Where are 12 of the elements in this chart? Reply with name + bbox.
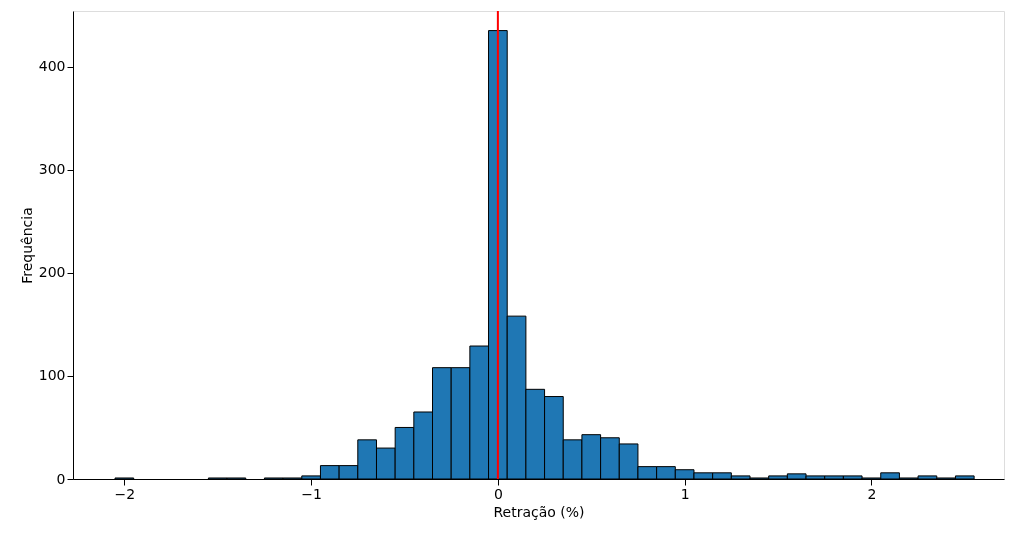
y-axis-title: Frequência [18, 207, 35, 284]
x-tick-label: −1 [301, 485, 322, 502]
x-axis-title: Retração (%) [493, 503, 585, 520]
y-tick-label: 200 [38, 264, 66, 281]
x-tick-label: 2 [867, 485, 877, 502]
x-tick-label: 0 [493, 485, 503, 502]
x-tick-label: 1 [680, 485, 690, 502]
x-tick-label: −2 [114, 485, 136, 502]
y-tick-label: 300 [38, 161, 66, 178]
y-tick-label: 400 [38, 58, 66, 75]
y-tick-label: 100 [38, 367, 66, 384]
y-tick-label: 0 [56, 470, 66, 487]
